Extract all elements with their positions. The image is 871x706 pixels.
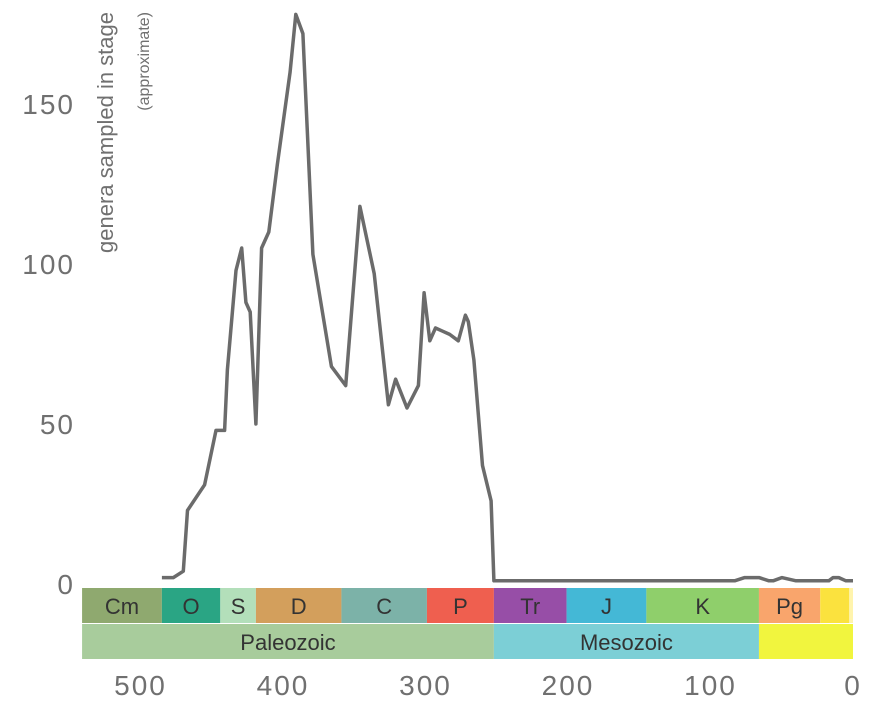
period-label: Cm [105,594,139,619]
era-label: Mesozoic [580,630,673,655]
period-segment [161,588,221,623]
x-axis-ticks: 500 400 300 200 100 0 [114,670,862,701]
x-tick-label: 200 [542,670,595,701]
era-segment [758,624,853,659]
period-label: S [231,594,246,619]
x-tick-label: 500 [114,670,167,701]
period-bar: Cm O S D C P Tr J K Pg [82,588,853,623]
period-label: K [695,594,710,619]
period-segment [849,588,853,623]
x-tick-label: 300 [399,670,452,701]
period-label: D [291,594,307,619]
period-segment [566,588,647,623]
period-segment [426,588,494,623]
period-segment [220,588,256,623]
period-segment [646,588,759,623]
period-segment [493,588,567,623]
y-tick-label: 0 [57,569,75,600]
period-segment [758,588,821,623]
era-segment [493,624,759,659]
x-tick-label: 400 [257,670,310,701]
x-tick-label: 100 [684,670,737,701]
series-line [161,12,853,583]
y-tick-label: 150 [22,89,75,120]
y-axis-label-note: (approximate) [136,12,153,111]
period-label: J [601,594,612,619]
period-segment [341,588,427,623]
era-bar: Paleozoic Mesozoic [82,624,853,659]
period-label: O [183,594,200,619]
y-axis-label: genera sampled in stage [93,12,118,253]
period-label: Pg [776,594,803,619]
x-tick-label: 0 [844,670,862,701]
era-segment [82,624,494,659]
y-tick-label: 50 [40,409,75,440]
period-label: P [453,594,468,619]
y-axis-ticks: 0 50 100 150 [22,89,75,600]
period-segment [255,588,342,623]
period-label: C [376,594,392,619]
period-segment [82,588,162,623]
period-label: Tr [520,594,540,619]
y-tick-label: 100 [22,249,75,280]
period-segment [820,588,850,623]
era-label: Paleozoic [240,630,335,655]
